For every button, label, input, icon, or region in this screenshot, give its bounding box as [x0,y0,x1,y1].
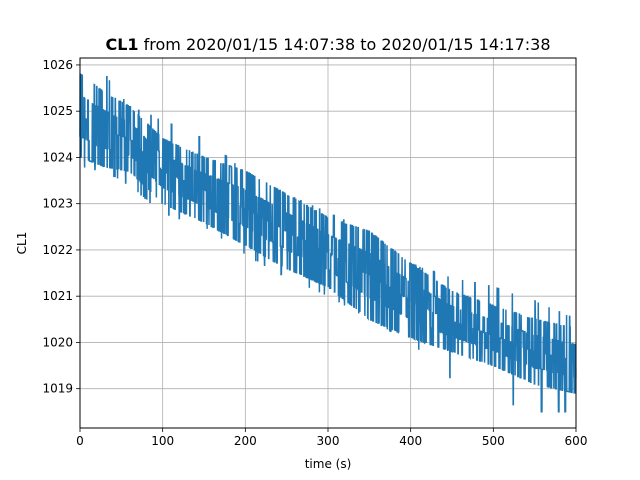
y-tick-label: 1023 [42,197,73,211]
x-tick-label: 300 [317,434,340,448]
y-axis-label: CL1 [15,232,29,255]
y-tick-label: 1021 [42,289,73,303]
y-tick-label: 1025 [42,104,73,118]
x-tick-label: 100 [151,434,174,448]
y-tick-label: 1026 [42,58,73,72]
x-tick-label: 400 [399,434,422,448]
x-tick-label: 200 [234,434,257,448]
y-tick-label: 1020 [42,335,73,349]
cl1-series-line [79,72,577,413]
x-tick-label: 600 [565,434,588,448]
chart-title: CL1 from 2020/01/15 14:07:38 to 2020/01/… [105,35,550,54]
chart-title-rest: from 2020/01/15 14:07:38 to 2020/01/15 1… [139,35,551,54]
y-tick-label: 1022 [42,243,73,257]
x-tick-label: 0 [76,434,84,448]
chart-title-bold: CL1 [105,35,138,54]
y-tick-label: 1019 [42,382,73,396]
tick-layer: 0 100 200 300 400 500 600 1019 1020 1021 1022 1023 1… [42,58,587,448]
x-tick-label: 500 [482,434,505,448]
data-layer [79,72,577,413]
y-tick-label: 1024 [42,150,73,164]
x-axis-label: time (s) [305,457,352,471]
